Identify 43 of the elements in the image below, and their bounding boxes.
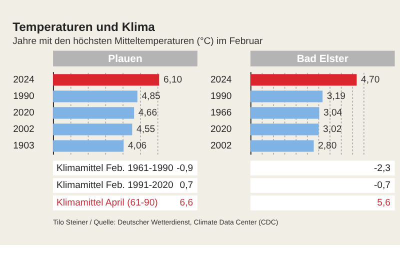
text: 6,6 xyxy=(180,198,194,209)
text: Klimamittel Feb. 1961-1990 xyxy=(56,162,174,174)
chart-title: Temperaturen und Klima xyxy=(12,20,156,34)
data-label: 3,19 xyxy=(326,91,346,102)
y-tick-label: 2024 xyxy=(13,74,36,86)
text: 0,7 xyxy=(180,180,194,192)
data-label: 3,04 xyxy=(324,108,343,119)
x-axis-title: Bad Elster xyxy=(296,54,348,66)
y-tick-label: 1903 xyxy=(13,140,34,152)
bar xyxy=(53,74,160,86)
text: Klimamittel April (61-90) xyxy=(56,198,158,209)
y-tick-label: 1990 xyxy=(210,91,232,102)
y-tick-label: 1966 xyxy=(210,108,232,119)
y-tick-label: 2020 xyxy=(210,124,232,136)
data-label: 4,55 xyxy=(136,124,156,136)
text: 5,6 xyxy=(377,198,390,209)
bar xyxy=(250,90,323,102)
text: -2,3 xyxy=(374,162,390,174)
data-label: 2,80 xyxy=(318,140,337,152)
data-label: 4,70 xyxy=(361,74,380,86)
y-tick-label: 1990 xyxy=(13,91,34,102)
y-tick-label: 2002 xyxy=(13,124,34,136)
y-tick-label: 2024 xyxy=(210,74,232,86)
data-label: 4,85 xyxy=(142,91,160,102)
y-tick-label: 2020 xyxy=(13,108,34,119)
y-tick-label: 2002 xyxy=(210,140,232,152)
data-label: 3,02 xyxy=(323,124,342,136)
bar xyxy=(250,124,319,136)
data-label: 4,06 xyxy=(128,140,147,152)
bar xyxy=(250,74,357,86)
text: -0,7 xyxy=(374,180,390,192)
text: -0,9 xyxy=(176,162,194,174)
bar xyxy=(53,140,124,152)
data-label: 6,10 xyxy=(163,74,182,86)
text: Klimamittel Feb. 1991-2020 xyxy=(56,180,174,192)
bar xyxy=(53,107,134,119)
bar xyxy=(53,124,132,136)
bar xyxy=(250,107,320,119)
data-label: 4,66 xyxy=(138,108,158,119)
x-axis-title: Plauen xyxy=(108,54,142,66)
chart-subtitle: Jahre mit den höchsten Mitteltemperaturen (°C) im Februar xyxy=(12,36,264,47)
bar xyxy=(250,140,314,152)
bar xyxy=(53,90,138,102)
